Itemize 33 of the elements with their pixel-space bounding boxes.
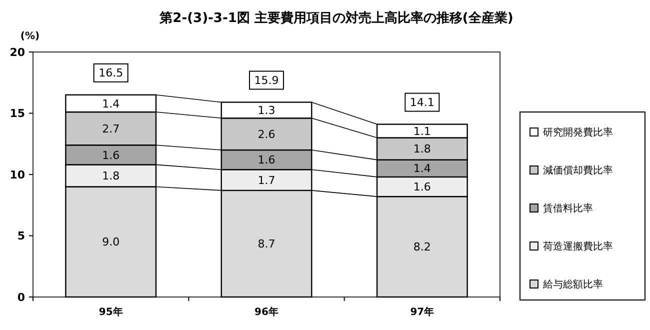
data-label: 2.6 xyxy=(258,128,276,141)
chart-title: 第2-(3)-3-1図 主要費用項目の対売上高比率の推移(全産業) xyxy=(158,10,514,26)
data-label: 8.2 xyxy=(413,240,431,254)
legend-label: 研究開発費比率 xyxy=(543,126,613,138)
legend-label: 賃借料比率 xyxy=(543,202,593,214)
y-tick-label: 10 xyxy=(10,168,26,182)
data-label: 8.7 xyxy=(258,238,276,251)
data-label: 1.8 xyxy=(413,142,431,156)
data-label: 1.7 xyxy=(258,174,276,187)
data-label: 1.6 xyxy=(413,180,431,194)
data-label: 1.4 xyxy=(413,162,431,176)
data-label: 1.8 xyxy=(102,170,120,183)
data-label: 1.6 xyxy=(258,154,276,167)
total-label: 15.9 xyxy=(254,74,279,88)
data-label: 1.6 xyxy=(102,148,120,162)
y-tick-label: 15 xyxy=(10,107,25,120)
x-tick-label: 97年 xyxy=(410,306,434,318)
data-label: 1.4 xyxy=(102,97,120,110)
legend-label: 荷造運搬費比率 xyxy=(543,240,613,252)
legend-label: 減価償却費比率 xyxy=(543,164,613,176)
total-label: 14.1 xyxy=(410,96,434,110)
x-tick-label: 95年 xyxy=(98,306,123,318)
data-label: 9.0 xyxy=(102,236,120,249)
x-tick-label: 96年 xyxy=(254,306,278,318)
legend-label: 給与総額比率 xyxy=(542,278,603,290)
data-label: 2.7 xyxy=(102,122,120,136)
y-tick-label: 0 xyxy=(17,290,26,304)
total-label: 16.5 xyxy=(98,66,124,80)
y-tick-label: 20 xyxy=(10,46,26,59)
data-label: 1.3 xyxy=(258,104,276,118)
data-label: 1.1 xyxy=(413,124,431,138)
y-axis-title: (%) xyxy=(20,31,40,42)
y-tick-label: 5 xyxy=(17,230,25,243)
